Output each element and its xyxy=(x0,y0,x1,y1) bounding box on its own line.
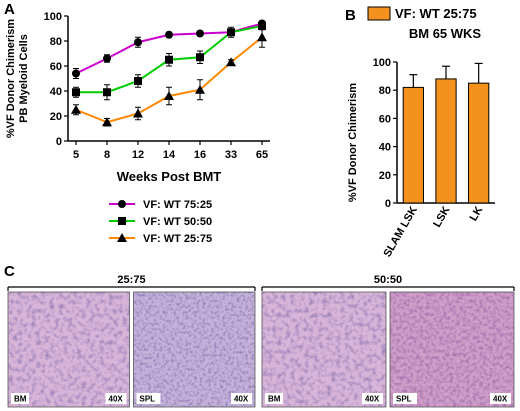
marker-square xyxy=(118,217,126,225)
x-tick-label: 65 xyxy=(256,149,268,161)
marker-square xyxy=(227,28,235,37)
y-tick-label: 100 xyxy=(373,57,391,69)
x-tick-label: 33 xyxy=(225,149,237,161)
x-tick-label: SLAM LSK xyxy=(381,204,420,259)
panel-b-bar-chart: VF: WT 25:75 BM 65 WKS 0 20 40 60 80 100 %VF Don… xyxy=(347,6,495,259)
y-tick-label: 0 xyxy=(56,136,62,148)
image-tag-left: SPL xyxy=(140,395,156,404)
image-tag-right: 40X xyxy=(493,395,508,404)
y-tick-label: 80 xyxy=(379,85,391,97)
y-tick-label: 80 xyxy=(50,36,62,48)
tag-bg xyxy=(136,393,161,404)
y-tick-label: 60 xyxy=(50,61,62,73)
image-texture xyxy=(390,292,514,407)
tag-bg xyxy=(362,393,383,404)
marker-triangle xyxy=(257,32,267,42)
y-tick-label: 0 xyxy=(385,198,391,210)
panel-c-histology: 25:75 BM 40X SPL 40X 50:50 BM 40X SPL 40X xyxy=(7,274,515,408)
histology-group-label: 50:50 xyxy=(374,274,402,286)
marker-square xyxy=(165,55,173,64)
image-border xyxy=(261,291,387,408)
marker-square xyxy=(258,22,266,30)
y-tick-label: 100 xyxy=(44,11,62,23)
histology-image: SPL 40X xyxy=(389,291,515,408)
y-tick-label: 20 xyxy=(50,111,62,123)
image-tag-left: BM xyxy=(268,395,281,404)
bar xyxy=(435,78,457,204)
x-tick-label: 12 xyxy=(132,149,144,161)
marker-circle xyxy=(165,30,173,39)
y-tick-label: 20 xyxy=(379,170,391,182)
histology-image: BM 40X xyxy=(7,291,130,408)
panel-a-line-chart: 0 20 40 60 80 100 5 8 12 14 16 33 65 %VF Donor Chimer… xyxy=(5,11,270,245)
x-tick-label: 16 xyxy=(194,149,206,161)
marker-triangle xyxy=(195,84,205,94)
x-tick-label: 5 xyxy=(73,149,79,161)
tag-bg xyxy=(393,393,417,404)
image-tag-left: BM xyxy=(14,395,27,404)
marker-circle xyxy=(134,38,142,47)
series-square xyxy=(72,21,266,101)
y-axis-label: %VF Donor Chimerism xyxy=(347,83,359,202)
tag-bg xyxy=(265,393,283,404)
image-tag-right: 40X xyxy=(234,395,249,404)
marker-square xyxy=(103,88,111,97)
y-tick-label: 40 xyxy=(50,86,62,98)
histology-image: BM 40X xyxy=(261,291,387,408)
legend-swatch xyxy=(367,6,391,21)
image-tag-left: SPL xyxy=(396,395,412,404)
chart-title: VF: WT 25:75 xyxy=(395,6,477,21)
y-tick-label: 40 xyxy=(379,142,391,154)
tag-bg xyxy=(231,393,252,404)
image-border xyxy=(7,291,130,408)
x-tick-label: LSK xyxy=(431,204,452,229)
y-axis-label: PB Myeloid Cells xyxy=(18,34,30,123)
marker-triangle xyxy=(71,104,81,114)
legend: VF: WT 75:25 VF: WT 50:50 VF: WT 25:75 xyxy=(109,199,212,245)
legend-label: VF: WT 75:25 xyxy=(143,199,212,211)
series-line xyxy=(75,36,263,124)
image-texture xyxy=(8,292,130,407)
marker-triangle xyxy=(117,233,127,242)
image-texture xyxy=(133,292,255,407)
panel-b-letter: B xyxy=(345,7,356,24)
histology-group-label: 25:75 xyxy=(117,274,145,286)
marker-circle xyxy=(118,200,126,208)
marker-square xyxy=(134,77,142,85)
series-triangle xyxy=(71,26,267,127)
legend-label: VF: WT 50:50 xyxy=(143,216,212,228)
marker-circle xyxy=(72,69,80,78)
marker-square xyxy=(196,53,204,62)
tag-bg xyxy=(105,393,127,404)
x-tick-label: 14 xyxy=(163,149,176,161)
marker-circle xyxy=(196,29,204,38)
tag-bg xyxy=(490,393,511,404)
image-border xyxy=(389,291,515,408)
x-axis-label: Weeks Post BMT xyxy=(117,169,222,184)
image-tag-right: 40X xyxy=(365,395,380,404)
marker-triangle xyxy=(133,108,143,118)
series-circle xyxy=(72,19,266,79)
x-tick-label: LK xyxy=(468,204,486,223)
marker-square xyxy=(72,88,80,97)
marker-triangle xyxy=(226,57,236,67)
marker-triangle xyxy=(164,91,174,100)
panel-c-letter: C xyxy=(4,263,15,280)
tag-bg xyxy=(11,393,29,404)
image-border xyxy=(133,291,256,408)
y-axis-label: %VF Donor Chimerism xyxy=(5,19,17,138)
x-tick-label: 8 xyxy=(104,149,110,161)
legend-label: VF: WT 25:75 xyxy=(143,233,212,245)
histology-image: SPL 40X xyxy=(133,291,256,408)
bar xyxy=(468,82,490,204)
marker-circle xyxy=(103,54,111,63)
marker-triangle xyxy=(102,117,112,127)
y-tick-label: 60 xyxy=(379,113,391,125)
image-texture xyxy=(262,292,386,407)
panel-a-letter: A xyxy=(4,1,15,18)
bar xyxy=(402,86,424,204)
chart-subtitle: BM 65 WKS xyxy=(409,26,482,41)
image-tag-right: 40X xyxy=(109,395,124,404)
